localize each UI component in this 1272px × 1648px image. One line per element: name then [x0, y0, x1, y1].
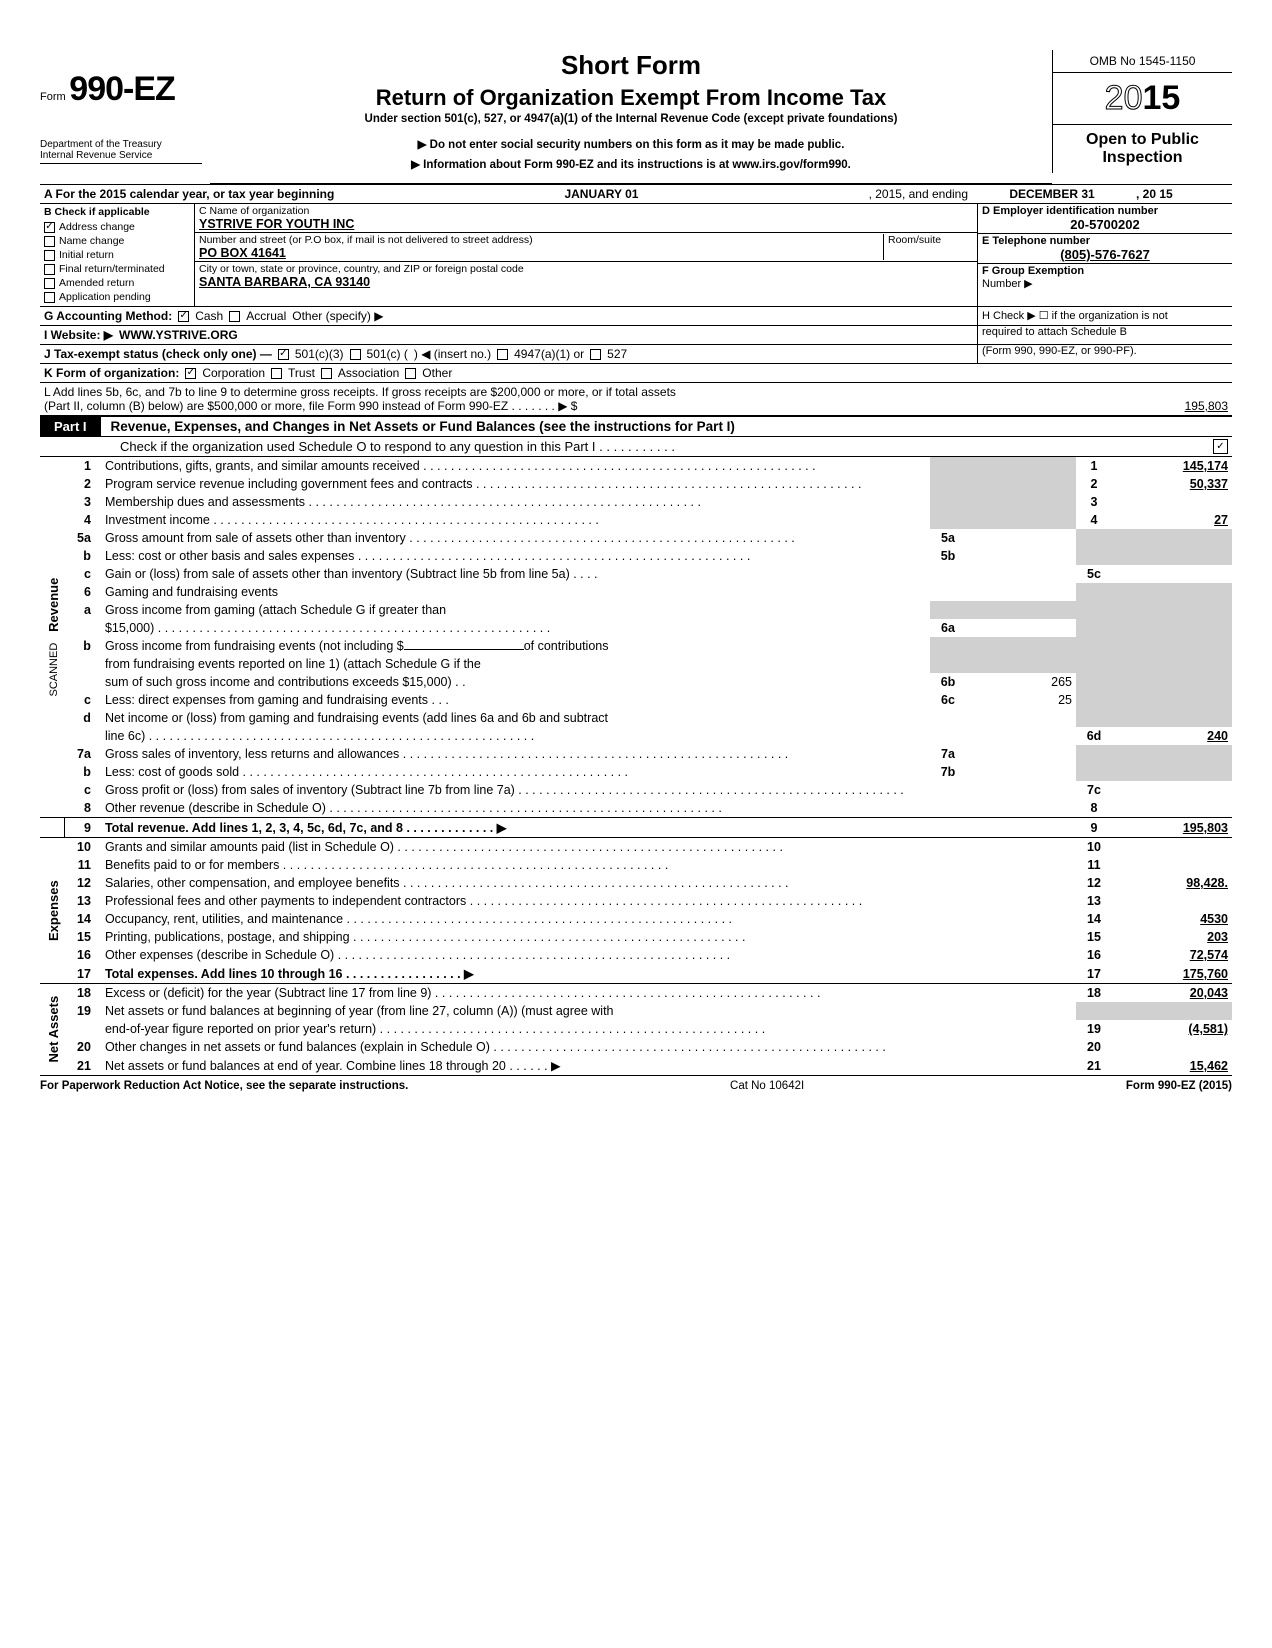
info-line: ▶ Information about Form 990-EZ and its …: [220, 157, 1042, 171]
line6d-val: 240: [1112, 727, 1232, 745]
room-suite: Room/suite: [883, 234, 973, 260]
line2-val: 50,337: [1112, 475, 1232, 493]
revenue-label: SCANNED Revenue: [40, 457, 65, 818]
line14-val: 4530: [1112, 910, 1232, 928]
line4-val: 27: [1112, 511, 1232, 529]
form-number: 990-EZ: [69, 70, 175, 108]
return-title: Return of Organization Exempt From Incom…: [220, 85, 1042, 111]
checkbox-accrual[interactable]: [229, 311, 240, 322]
checkbox-trust[interactable]: [271, 368, 282, 379]
title-box: Short Form Return of Organization Exempt…: [210, 50, 1052, 184]
org-city: SANTA BARBARA, CA 93140: [199, 275, 973, 289]
checkbox-4947[interactable]: [497, 349, 508, 360]
tax-year-end: DECEMBER 31: [972, 185, 1132, 203]
line6c-val: 25: [966, 691, 1076, 709]
net-assets-label: Net Assets: [40, 984, 65, 1076]
website: WWW.YSTRIVE.ORG: [119, 328, 238, 342]
line21-val: 15,462: [1112, 1056, 1232, 1075]
row-j-tax-exempt: J Tax-exempt status (check only one) — ✓…: [40, 345, 1232, 364]
form-version: Form 990-EZ (2015): [1126, 1080, 1232, 1092]
checkbox-other-org[interactable]: [405, 368, 416, 379]
ssn-warning: ▶ Do not enter social security numbers o…: [220, 137, 1042, 151]
form-header: Form 990-EZ Department of the Treasury I…: [40, 50, 1232, 184]
h-box: H Check ▶ ☐ if the organization is not: [977, 307, 1232, 325]
schedule-o-check: Check if the organization used Schedule …: [40, 437, 1232, 457]
row-l-gross-receipts: L Add lines 5b, 6c, and 7b to line 9 to …: [40, 383, 1232, 416]
under-section: Under section 501(c), 527, or 4947(a)(1)…: [220, 113, 1042, 125]
line18-val: 20,043: [1112, 984, 1232, 1003]
line12-val: 98,428.: [1112, 874, 1232, 892]
org-address: PO BOX 41641: [199, 246, 883, 260]
row-g-accounting: G Accounting Method: ✓Cash Accrual Other…: [40, 307, 1232, 326]
col-c-org-info: C Name of organization YSTRIVE FOR YOUTH…: [195, 204, 977, 306]
checkbox-527[interactable]: [590, 349, 601, 360]
short-form-title: Short Form: [220, 50, 1042, 81]
ein: 20-5700202: [982, 217, 1228, 232]
col-b-checkboxes: B Check if applicable ✓Address change Na…: [40, 204, 195, 306]
tax-year-begin: JANUARY 01: [338, 185, 864, 203]
checkbox-application-pending[interactable]: Application pending: [44, 290, 190, 304]
part1-lines-table: SCANNED Revenue 1 Contributions, gifts, …: [40, 457, 1232, 1075]
checkbox-schedule-o[interactable]: ✓: [1213, 439, 1228, 454]
checkbox-amended-return[interactable]: Amended return: [44, 276, 190, 290]
checkbox-final-return[interactable]: Final return/terminated: [44, 262, 190, 276]
checkbox-address-change[interactable]: ✓Address change: [44, 220, 190, 234]
part1-title: Revenue, Expenses, and Changes in Net As…: [101, 419, 1232, 434]
checkbox-initial-return[interactable]: Initial return: [44, 248, 190, 262]
open-to-public: Open to Public Inspection: [1053, 125, 1232, 173]
line3-val: [1112, 493, 1232, 511]
line1-val: 145,174: [1112, 457, 1232, 475]
org-name: YSTRIVE FOR YOUTH INC: [199, 217, 973, 231]
expenses-label: Expenses: [40, 838, 65, 984]
checkbox-501c[interactable]: [350, 349, 361, 360]
checkbox-cash[interactable]: ✓: [178, 311, 189, 322]
department: Department of the Treasury Internal Reve…: [40, 139, 202, 164]
row-a-tax-year: A For the 2015 calendar year, or tax yea…: [40, 184, 1232, 204]
checkbox-corporation[interactable]: ✓: [185, 368, 196, 379]
entity-info-block: B Check if applicable ✓Address change Na…: [40, 204, 1232, 307]
part1-tab: Part I: [40, 417, 101, 436]
checkbox-name-change[interactable]: Name change: [44, 234, 190, 248]
gross-receipts-total: 195,803: [1108, 399, 1228, 413]
omb-number: OMB No 1545-1150: [1053, 50, 1232, 73]
right-header-box: OMB No 1545-1150 2015 Open to Public Ins…: [1052, 50, 1232, 173]
checkbox-501c3[interactable]: ✓: [278, 349, 289, 360]
form-number-box: Form 990-EZ Department of the Treasury I…: [40, 50, 210, 164]
tax-year: 2015: [1053, 73, 1232, 125]
row-i-website: I Website: ▶ WWW.YSTRIVE.ORG required to…: [40, 326, 1232, 345]
line16-val: 72,574: [1112, 946, 1232, 964]
page-footer: For Paperwork Reduction Act Notice, see …: [40, 1075, 1232, 1092]
row-k-form-org: K Form of organization: ✓Corporation Tru…: [40, 364, 1232, 383]
part1-header: Part I Revenue, Expenses, and Changes in…: [40, 416, 1232, 437]
line19-val: (4,581): [1112, 1020, 1232, 1038]
line17-total-expenses: 175,760: [1112, 964, 1232, 984]
line6b-val: 265: [966, 673, 1076, 691]
line15-val: 203: [1112, 928, 1232, 946]
form-prefix: Form: [40, 91, 66, 103]
line9-total-revenue: 195,803: [1112, 818, 1232, 838]
col-def: D Employer identification number 20-5700…: [977, 204, 1232, 306]
checkbox-association[interactable]: [321, 368, 332, 379]
telephone: (805)-576-7627: [982, 247, 1228, 262]
